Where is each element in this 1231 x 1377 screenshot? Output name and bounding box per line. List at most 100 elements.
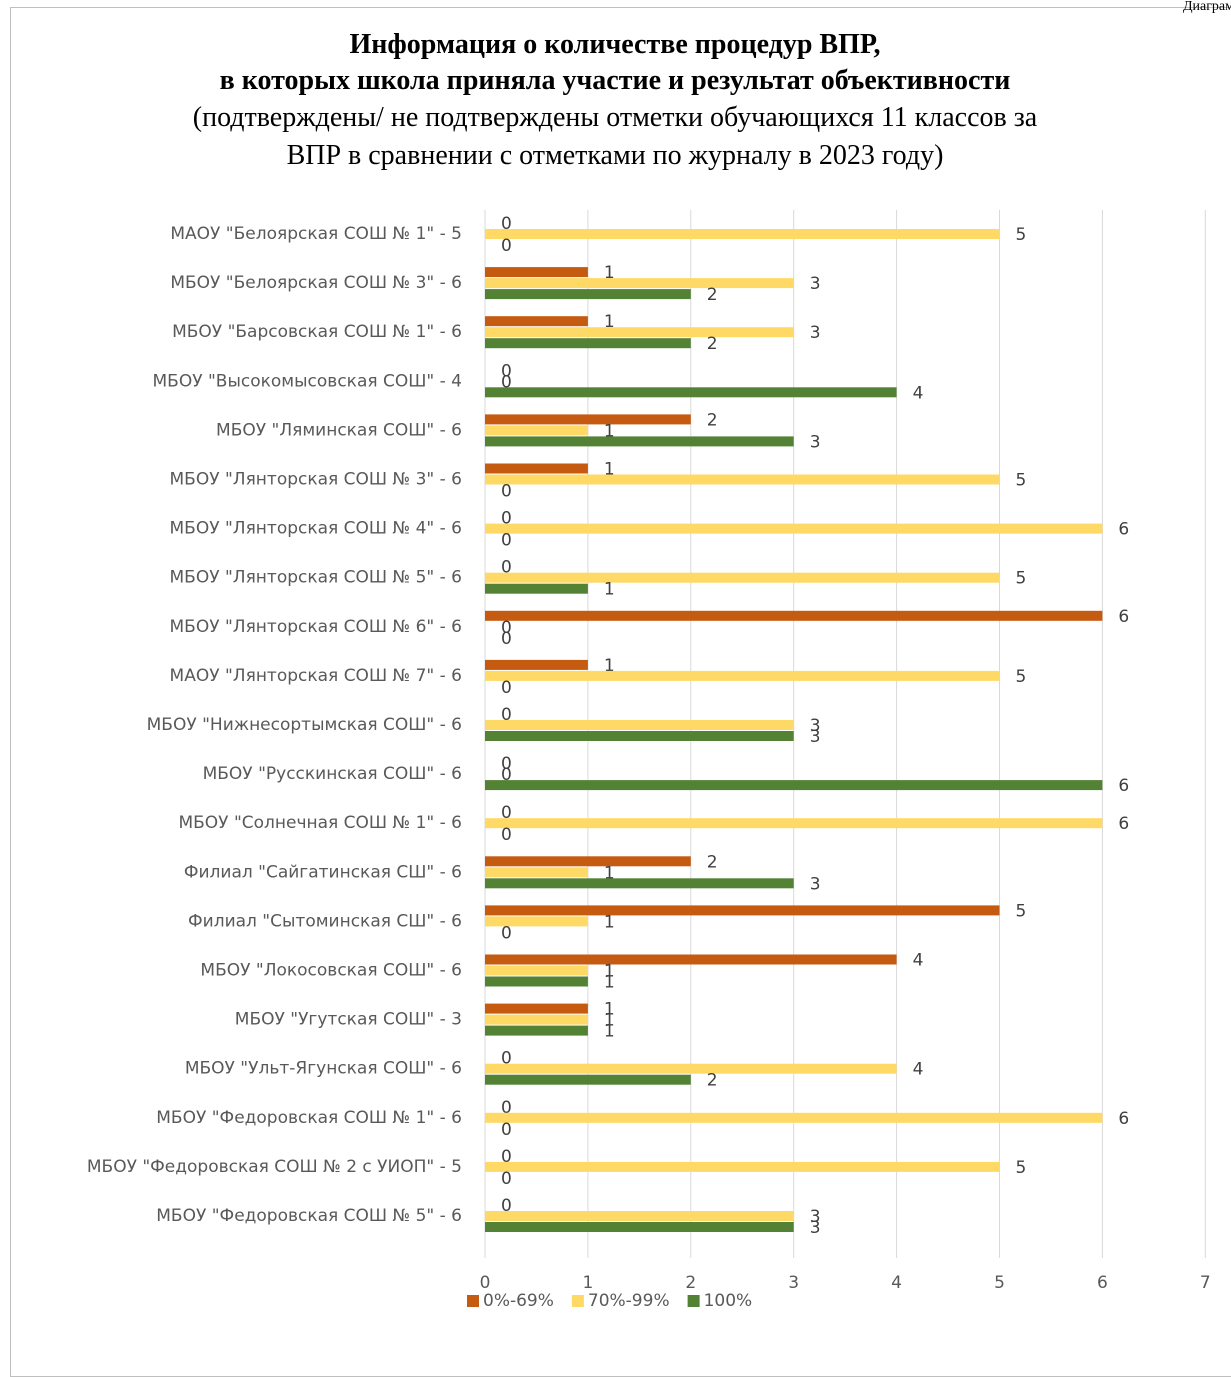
data-label: 1	[604, 263, 615, 283]
data-label: 3	[810, 727, 821, 747]
data-label: 0	[501, 1196, 512, 1216]
data-label: 1	[604, 863, 615, 883]
bar-0pct-69pct	[485, 659, 588, 670]
data-label: 1	[604, 1000, 615, 1020]
data-label: 0	[501, 372, 512, 392]
data-label: 0	[501, 361, 512, 381]
data-label: 0	[501, 482, 512, 502]
data-label: 2	[707, 410, 718, 430]
legend-label: 0%-69%	[483, 1291, 554, 1311]
bar-100pct	[485, 1074, 691, 1085]
data-label: 5	[1016, 1158, 1027, 1178]
category-label: МБОУ "Высокомысовская СОШ" - 4	[153, 371, 462, 391]
title-line-2: в которых школа приняла участие и резуль…	[219, 65, 1011, 96]
data-label: 1	[604, 312, 615, 332]
x-tick-label: 3	[788, 1273, 799, 1293]
bar-0pct-69pct	[485, 610, 1103, 621]
data-label: 1	[604, 973, 615, 993]
data-label: 5	[1016, 667, 1027, 687]
bar-70pct-99pct	[485, 720, 794, 730]
bar-70pct-99pct	[485, 572, 1000, 583]
category-label: МБОУ "Русскинская СОШ" - 6	[203, 764, 462, 784]
data-label: 3	[810, 274, 821, 294]
bar-100pct	[485, 1025, 588, 1036]
data-label: 2	[707, 285, 718, 305]
data-label: 0	[501, 705, 512, 725]
data-label: 3	[810, 432, 821, 452]
data-label: 6	[1118, 814, 1129, 834]
data-label: 0	[501, 1120, 512, 1140]
data-label: 5	[1016, 901, 1027, 921]
bar-70pct-99pct	[485, 1161, 1000, 1172]
data-label: 0	[501, 1049, 512, 1069]
data-label: 4	[913, 1060, 924, 1080]
bar-100pct	[485, 289, 691, 300]
title-line-1: Информация о количестве процедур ВПР,	[349, 29, 881, 60]
bar-70pct-99pct	[485, 327, 794, 338]
x-tick-label: 4	[891, 1273, 902, 1293]
category-label: Филиал "Сытоминская СШ" - 6	[188, 911, 462, 931]
category-label: МБОУ "Угутская СОШ" - 3	[235, 1010, 462, 1030]
data-label: 4	[913, 951, 924, 971]
bar-100pct	[485, 436, 794, 447]
data-label: 0	[501, 754, 512, 774]
legend-swatch	[571, 1295, 584, 1307]
category-label: МБОУ "Ульт-Ягунская СОШ" - 6	[185, 1059, 462, 1079]
bar-70pct-99pct	[485, 474, 1000, 485]
category-label: МБОУ "Федоровская СОШ № 5" - 6	[156, 1206, 462, 1226]
bar-0pct-69pct	[485, 905, 1000, 916]
x-tick-label: 0	[480, 1273, 491, 1293]
data-label: 3	[810, 874, 821, 894]
x-tick-label: 5	[994, 1273, 1005, 1293]
data-label: 3	[810, 323, 821, 343]
legend-label: 100%	[704, 1291, 753, 1311]
bar-100pct	[485, 387, 897, 398]
bar-70pct-99pct	[485, 229, 1000, 239]
bar-0pct-69pct	[485, 856, 691, 867]
bar-100pct	[485, 1222, 794, 1232]
category-label: МБОУ "Лянторская СОШ № 5" - 6	[170, 568, 463, 588]
bar-70pct-99pct	[485, 670, 1000, 681]
category-label: МБОУ "Нижнесортымская СОШ" - 6	[147, 715, 462, 735]
legend-swatch	[467, 1295, 479, 1307]
category-label: МБОУ "Ляминская СОШ" - 6	[216, 420, 462, 440]
category-label: МБОУ "Лянторская СОШ № 6" - 6	[170, 617, 463, 637]
data-label: 6	[1118, 776, 1129, 796]
data-label: 0	[501, 509, 512, 529]
data-label: 1	[604, 421, 615, 441]
category-label: МБОУ "Федоровская СОШ № 2 с УИОП" - 5	[87, 1157, 462, 1177]
data-label: 3	[810, 1207, 821, 1227]
bar-70pct-99pct	[485, 425, 588, 436]
data-label: 0	[501, 1169, 512, 1189]
bar-100pct	[485, 878, 794, 889]
bar-70pct-99pct	[485, 523, 1103, 534]
data-label: 0	[501, 558, 512, 578]
bar-70pct-99pct	[485, 1014, 588, 1025]
bar-100pct	[485, 976, 588, 987]
x-tick-label: 6	[1097, 1273, 1108, 1293]
data-label: 0	[501, 531, 512, 551]
data-label: 6	[1118, 1109, 1129, 1129]
data-label: 0	[501, 214, 512, 234]
legend-swatch	[687, 1295, 700, 1307]
data-label: 0	[501, 803, 512, 823]
data-label: 1	[604, 1011, 615, 1031]
data-label: 1	[604, 912, 615, 932]
data-label: 6	[1118, 607, 1129, 627]
bar-0pct-69pct	[485, 316, 588, 327]
data-label: 6	[1118, 520, 1129, 540]
chart-title: Информация о количестве процедур ВПР, в …	[60, 27, 1170, 175]
data-label: 3	[810, 1218, 821, 1238]
bar-0pct-69pct	[485, 1003, 588, 1014]
data-label: 0	[501, 236, 512, 256]
bar-100pct	[485, 338, 691, 349]
category-label: МБОУ "Белоярская СОШ № 3" - 6	[170, 273, 462, 293]
category-label: МАОУ "Белоярская СОШ № 1" - 5	[170, 224, 462, 244]
data-label: 1	[604, 1022, 615, 1042]
category-label: МБОУ "Лянторская СОШ № 3" - 6	[170, 470, 463, 490]
bar-0pct-69pct	[485, 414, 691, 425]
data-label: 2	[707, 852, 718, 872]
data-label: 2	[707, 1071, 718, 1091]
data-label: 0	[501, 1098, 512, 1118]
